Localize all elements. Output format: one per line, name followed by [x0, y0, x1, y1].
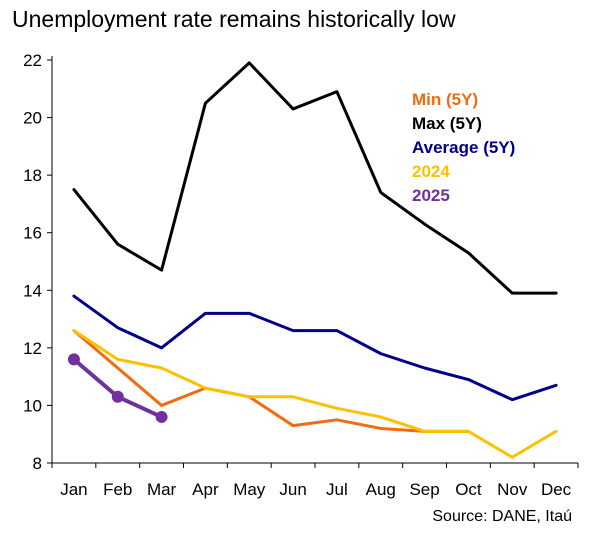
- series-line-average-5y: [72, 294, 558, 402]
- y-tick-label: 14: [23, 281, 42, 300]
- legend-item-2025: 2025: [412, 186, 450, 205]
- y-tick-label: 18: [23, 166, 42, 185]
- x-tick-label: Sep: [409, 480, 439, 499]
- y-tick-label: 22: [23, 51, 42, 70]
- x-tick-label: May: [233, 480, 266, 499]
- axes: 8 10 12 14 16 18 20 22 Jan Feb Mar Apr May Jun Jul Aug S…: [23, 51, 579, 499]
- series-markers: [67, 353, 168, 423]
- data-point-2025: [155, 410, 168, 423]
- y-tick-label: 16: [23, 224, 42, 243]
- legend-item-max: Max (5Y): [412, 114, 482, 133]
- x-tick-label: Jun: [279, 480, 306, 499]
- x-tick-label: Dec: [541, 480, 572, 499]
- x-tick-label: Feb: [103, 480, 132, 499]
- x-tick-label: Oct: [455, 480, 482, 499]
- y-tick-label: 10: [23, 396, 42, 415]
- legend-item-min: Min (5Y): [412, 90, 479, 109]
- data-point-2025: [67, 353, 80, 366]
- x-tick-label: Jul: [326, 480, 348, 499]
- legend-item-2024: 2024: [412, 162, 450, 181]
- y-tick-label: 12: [23, 339, 42, 358]
- data-point-2025: [111, 390, 124, 403]
- x-tick-label: Mar: [147, 480, 177, 499]
- x-tick-label: Nov: [497, 480, 528, 499]
- x-tick-label: Apr: [192, 480, 219, 499]
- series-line-2024: [72, 329, 558, 459]
- chart-legend: Min (5Y) Max (5Y) Average (5Y) 2024 2025: [412, 88, 515, 208]
- series-lines: [71, 61, 558, 459]
- y-tick-label: 8: [33, 454, 42, 473]
- chart-title: Unemployment rate remains historically l…: [12, 6, 456, 32]
- y-tick-label: 20: [23, 109, 42, 128]
- x-tick-label: Jan: [60, 480, 87, 499]
- series-line-min-5y: [72, 329, 470, 433]
- legend-item-average: Average (5Y): [412, 138, 516, 157]
- source-note: Source: DANE, Itaú: [432, 508, 572, 525]
- x-tick-label: Aug: [366, 480, 396, 499]
- series-line-max-5y: [72, 61, 558, 295]
